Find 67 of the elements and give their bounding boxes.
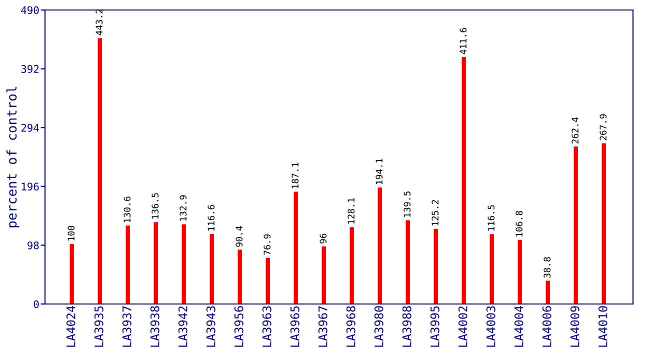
x-tick-label: LA3995 [430,306,440,347]
data-label: 128.1 [348,198,355,224]
data-label: 411.6 [460,28,467,54]
data-label: 38.8 [544,257,551,278]
bar [462,57,466,304]
x-tick-label: LA3967 [318,306,328,347]
x-tick-label: LA3968 [346,306,356,347]
data-label: 194.1 [376,158,383,184]
bar [434,228,438,304]
x-tick-label: LA4010 [598,306,608,347]
bar [126,226,130,304]
bar [322,246,326,304]
data-label: 139.5 [404,191,411,217]
x-tick-label: LA3943 [206,306,216,347]
x-tick-label: LA4002 [458,306,468,347]
data-label: 106.8 [516,210,523,236]
data-label: 96 [320,234,327,244]
bar [546,280,550,304]
data-label: 116.6 [208,205,215,231]
y-tick-label: 294 [21,124,39,132]
x-tick-label: LA3935 [94,306,104,347]
bar [602,143,606,304]
bar [294,192,298,304]
y-tick-label: 196 [22,182,39,191]
x-tick-label: LA3937 [122,306,132,347]
bar [406,220,410,304]
data-label: 90.4 [236,226,243,247]
data-label: 262.4 [572,117,579,144]
bar [238,250,242,304]
x-tick-label: LA4024 [66,306,76,347]
bar [490,234,494,304]
data-label: 267.9 [600,114,607,140]
x-tick-label: LA4009 [570,306,580,347]
data-label: 116.5 [488,205,495,231]
data-label: 100 [68,226,75,241]
data-label: 76.9 [264,234,271,255]
x-tick-label: LA4006 [542,306,552,347]
data-label: 443.2 [96,9,103,36]
x-tick-label: LA3942 [178,306,188,347]
bar [70,244,74,304]
data-label: 136.5 [152,193,159,219]
bar [98,38,102,304]
x-tick-label: LA3956 [234,306,244,347]
y-tick-label: 98 [28,241,39,250]
bar [154,222,158,304]
x-tick-label: LA4004 [514,306,524,347]
bar [266,258,270,304]
data-label: 132.9 [180,195,187,221]
x-tick-label: LA3980 [374,306,384,347]
y-axis-title: percent of control [6,86,20,228]
x-tick-label: LA3965 [290,306,300,347]
y-tick-label: 490 [21,6,39,14]
x-tick-label: LA3938 [150,306,160,347]
bar [182,224,186,304]
y-tick-label: 0 [34,300,39,308]
bar [378,188,382,304]
bar [518,240,522,304]
bar [574,146,578,304]
x-tick-label: LA3963 [262,306,272,347]
data-label: 125.2 [432,200,439,226]
bar [350,227,354,304]
data-label: 187.1 [292,162,299,188]
y-tick-label: 392 [21,65,39,73]
bar [210,234,214,304]
data-label: 130.6 [124,196,131,222]
x-tick-label: LA3988 [402,306,412,347]
x-tick-label: LA4003 [486,306,496,347]
